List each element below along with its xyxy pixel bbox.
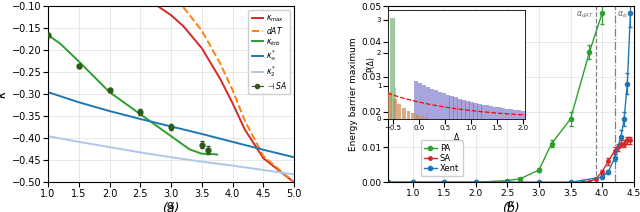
X-axis label: $\alpha$: $\alpha$: [506, 199, 515, 209]
Text: $\alpha_{ls}$: $\alpha_{ls}$: [616, 9, 628, 20]
Text: $\alpha_{dAT}$: $\alpha_{dAT}$: [576, 9, 594, 20]
Y-axis label: $\kappa$: $\kappa$: [0, 90, 9, 99]
X-axis label: $\alpha$: $\alpha$: [166, 200, 175, 210]
Legend: $\kappa_{max}$, $dAT$, $\kappa_{krb}$, $\kappa^*_{\infty}$, $\kappa^*_2$, $\dash: $\kappa_{max}$, $dAT$, $\kappa_{krb}$, $…: [248, 10, 290, 94]
Legend: PA, SA, Xent: PA, SA, Xent: [421, 140, 463, 176]
Y-axis label: Energy barrier maximum: Energy barrier maximum: [349, 38, 358, 151]
Text: (a): (a): [163, 202, 180, 212]
Text: (b): (b): [502, 202, 520, 212]
